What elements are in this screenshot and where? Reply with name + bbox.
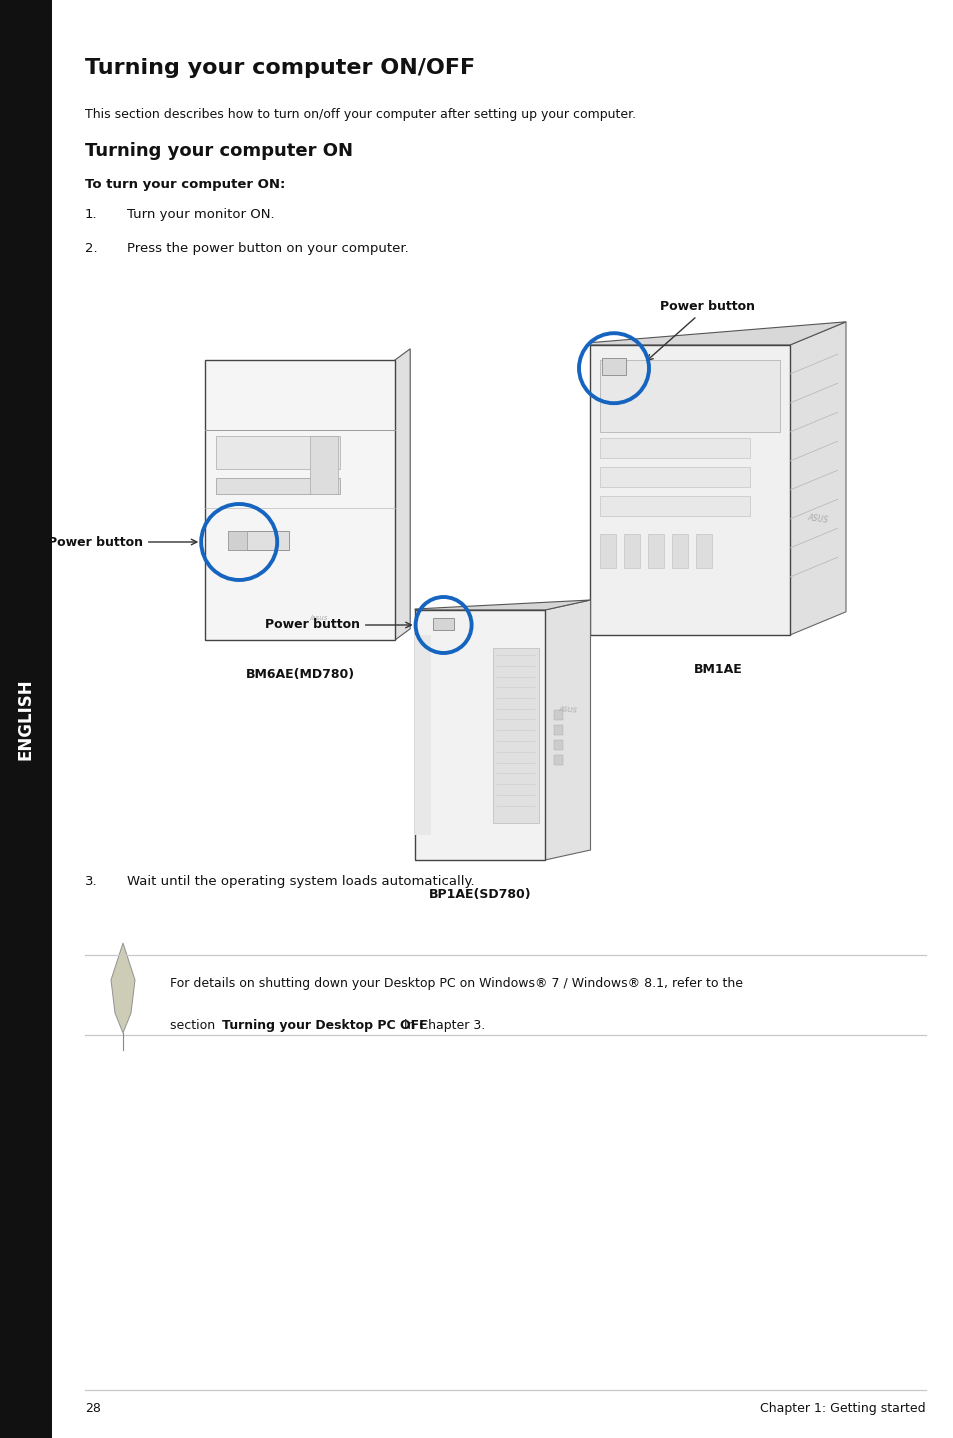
Bar: [415, 636, 430, 835]
Text: BM1AE: BM1AE: [693, 663, 741, 676]
Text: Press the power button on your computer.: Press the power button on your computer.: [127, 242, 408, 255]
Text: 2.: 2.: [85, 242, 97, 255]
Bar: [647, 533, 663, 568]
Bar: [228, 531, 289, 551]
Bar: [671, 533, 687, 568]
Bar: [554, 710, 562, 720]
Polygon shape: [415, 600, 590, 610]
Bar: [623, 533, 639, 568]
Text: section: section: [170, 1020, 219, 1032]
Text: Turn your monitor ON.: Turn your monitor ON.: [127, 209, 274, 221]
Polygon shape: [111, 943, 135, 1032]
Bar: [599, 496, 749, 516]
Bar: [554, 741, 562, 751]
Bar: [433, 617, 454, 630]
Bar: [205, 360, 395, 640]
Text: Power button: Power button: [646, 301, 754, 361]
Text: in Chapter 3.: in Chapter 3.: [399, 1020, 485, 1032]
Text: ASUS: ASUS: [806, 513, 828, 525]
Text: For details on shutting down your Desktop PC on Windows® 7 / Windows® 8.1, refer: For details on shutting down your Deskto…: [170, 976, 742, 989]
Bar: [599, 437, 749, 459]
Bar: [216, 436, 339, 469]
Text: 28: 28: [85, 1402, 101, 1415]
Text: BP1AE(SD780): BP1AE(SD780): [428, 889, 531, 902]
Text: Turning your computer ON/OFF: Turning your computer ON/OFF: [85, 58, 475, 78]
Polygon shape: [395, 349, 410, 640]
Text: 3.: 3.: [85, 874, 97, 889]
Bar: [599, 360, 780, 431]
Bar: [599, 467, 749, 487]
Bar: [228, 531, 247, 551]
Text: Power button: Power button: [48, 535, 196, 548]
Text: Wait until the operating system loads automatically.: Wait until the operating system loads au…: [127, 874, 475, 889]
Polygon shape: [589, 322, 845, 345]
Bar: [589, 345, 789, 636]
Text: ENGLISH: ENGLISH: [17, 679, 35, 759]
Text: Turning your Desktop PC OFF: Turning your Desktop PC OFF: [222, 1020, 427, 1032]
Bar: [216, 477, 339, 495]
Text: ASUS: ASUS: [558, 706, 577, 713]
Bar: [601, 358, 625, 375]
Polygon shape: [544, 600, 590, 860]
Bar: [493, 647, 537, 823]
Text: Turning your computer ON: Turning your computer ON: [85, 142, 353, 160]
Text: To turn your computer ON:: To turn your computer ON:: [85, 178, 285, 191]
Text: 1.: 1.: [85, 209, 97, 221]
Bar: [0, 0, 52, 1438]
Text: BM6AE(MD780): BM6AE(MD780): [245, 669, 355, 682]
Bar: [696, 533, 711, 568]
Text: Chapter 1: Getting started: Chapter 1: Getting started: [760, 1402, 925, 1415]
Text: /asus: /asus: [310, 614, 328, 621]
Bar: [554, 725, 562, 735]
Bar: [309, 436, 337, 495]
Text: This section describes how to turn on/off your computer after setting up your co: This section describes how to turn on/of…: [85, 108, 636, 121]
Bar: [415, 610, 544, 860]
Text: Power button: Power button: [265, 618, 411, 631]
Bar: [599, 533, 616, 568]
Bar: [554, 755, 562, 765]
Polygon shape: [789, 322, 845, 636]
